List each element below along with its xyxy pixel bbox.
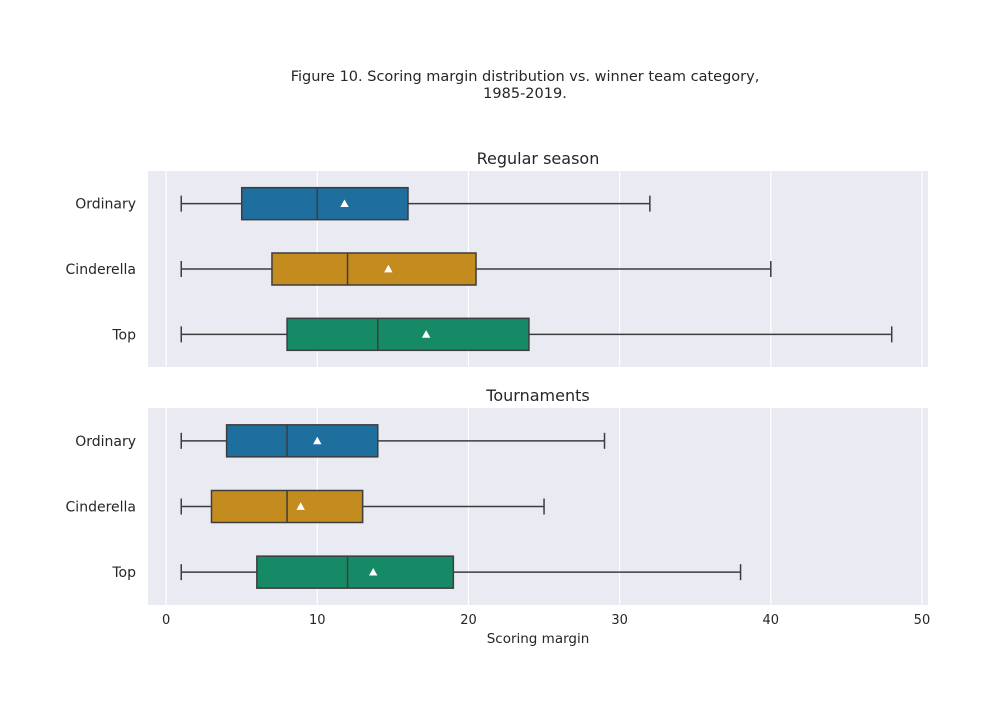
mean-marker [340,199,349,208]
box-ordinary [225,424,379,458]
category-label: Cinderella [66,500,136,516]
mean-marker [421,330,431,338]
category-label: Ordinary [75,197,136,213]
category-label: Top [111,565,136,581]
x-tick-label: 40 [763,613,780,628]
mean-marker [313,436,322,445]
category-label: Top [111,327,136,343]
mean-marker [384,264,393,273]
panel-title: Tournaments [485,386,589,405]
category-label: Cinderella [66,262,136,278]
mean-marker [369,567,378,576]
category-label: Ordinary [75,434,136,450]
panel-title: Regular season [477,149,600,168]
figure-title: Figure 10. Scoring margin distribution v… [290,69,760,102]
x-tick-label: 30 [611,613,628,628]
x-tick-label: 50 [914,613,931,628]
box-top [256,555,455,589]
box-ordinary [240,186,409,221]
x-tick-label: 20 [460,613,477,628]
x-tick-label: 10 [309,613,326,628]
box-cinderella [271,252,477,286]
x-axis-label: Scoring margin [487,631,590,647]
mean-marker [296,502,305,510]
box-top [286,317,530,352]
x-tick-label: 0 [162,613,170,628]
